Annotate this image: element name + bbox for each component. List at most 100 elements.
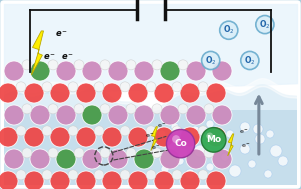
Circle shape xyxy=(202,51,220,70)
Text: Co: Co xyxy=(174,139,187,148)
Circle shape xyxy=(4,105,24,125)
Circle shape xyxy=(255,134,265,144)
Circle shape xyxy=(76,127,96,147)
Circle shape xyxy=(56,61,76,81)
Circle shape xyxy=(0,127,18,147)
Circle shape xyxy=(198,170,208,180)
Circle shape xyxy=(0,171,18,189)
Circle shape xyxy=(198,82,208,92)
Circle shape xyxy=(256,15,274,34)
Circle shape xyxy=(22,148,32,158)
Text: Mo: Mo xyxy=(206,135,221,144)
Circle shape xyxy=(146,126,156,136)
Circle shape xyxy=(180,83,200,103)
Circle shape xyxy=(134,105,154,125)
Circle shape xyxy=(30,105,50,125)
Circle shape xyxy=(50,127,70,147)
Circle shape xyxy=(102,127,122,147)
Circle shape xyxy=(48,60,58,70)
Circle shape xyxy=(126,104,136,114)
Circle shape xyxy=(128,83,148,103)
Text: e$^-$: e$^-$ xyxy=(239,128,249,136)
Text: O$_2$: O$_2$ xyxy=(244,54,256,67)
Circle shape xyxy=(108,149,128,169)
Circle shape xyxy=(30,149,50,169)
Circle shape xyxy=(240,122,250,132)
Circle shape xyxy=(108,105,128,125)
Circle shape xyxy=(94,126,104,136)
Circle shape xyxy=(16,170,26,180)
Circle shape xyxy=(150,149,160,159)
Circle shape xyxy=(186,149,206,169)
Circle shape xyxy=(94,170,104,180)
Circle shape xyxy=(178,104,188,114)
Text: e$^-$: e$^-$ xyxy=(61,52,75,61)
Circle shape xyxy=(206,163,214,171)
Text: e$^-$: e$^-$ xyxy=(145,132,155,139)
Polygon shape xyxy=(151,127,157,151)
Circle shape xyxy=(102,83,122,103)
Text: O$_2$: O$_2$ xyxy=(223,24,234,36)
Circle shape xyxy=(180,127,200,147)
Circle shape xyxy=(4,149,24,169)
Circle shape xyxy=(82,149,102,169)
Circle shape xyxy=(212,105,232,125)
Circle shape xyxy=(158,130,166,138)
Circle shape xyxy=(146,82,156,92)
Circle shape xyxy=(128,127,148,147)
Circle shape xyxy=(194,145,206,157)
Circle shape xyxy=(24,171,44,189)
Circle shape xyxy=(100,148,110,158)
Circle shape xyxy=(42,170,52,180)
Circle shape xyxy=(204,148,214,158)
Circle shape xyxy=(74,104,84,114)
Circle shape xyxy=(76,171,96,189)
Circle shape xyxy=(76,83,96,103)
Circle shape xyxy=(22,60,32,70)
Circle shape xyxy=(206,171,226,189)
Circle shape xyxy=(204,60,214,70)
Circle shape xyxy=(171,123,179,131)
Circle shape xyxy=(176,157,184,165)
Circle shape xyxy=(172,82,182,92)
Circle shape xyxy=(120,82,130,92)
Circle shape xyxy=(152,104,162,114)
Circle shape xyxy=(198,126,208,136)
Circle shape xyxy=(126,148,136,158)
Text: e$^-$: e$^-$ xyxy=(55,29,69,39)
Text: e$^-$: e$^-$ xyxy=(241,142,251,150)
Circle shape xyxy=(212,149,232,169)
Circle shape xyxy=(100,60,110,70)
Circle shape xyxy=(56,105,76,125)
Circle shape xyxy=(128,171,148,189)
Circle shape xyxy=(82,105,102,125)
Circle shape xyxy=(204,104,214,114)
Circle shape xyxy=(120,126,130,136)
Circle shape xyxy=(50,171,70,189)
Circle shape xyxy=(100,104,110,114)
Circle shape xyxy=(30,61,50,81)
Circle shape xyxy=(180,171,200,189)
Circle shape xyxy=(166,129,195,158)
Circle shape xyxy=(186,105,206,125)
Text: e$^-$: e$^-$ xyxy=(43,52,57,61)
Circle shape xyxy=(221,153,229,161)
Polygon shape xyxy=(4,110,297,185)
Circle shape xyxy=(22,104,32,114)
Circle shape xyxy=(161,165,169,173)
Circle shape xyxy=(154,127,174,147)
Circle shape xyxy=(185,169,195,179)
Circle shape xyxy=(190,126,200,136)
Circle shape xyxy=(16,126,26,136)
Circle shape xyxy=(278,156,288,166)
Circle shape xyxy=(154,171,174,189)
Circle shape xyxy=(226,130,234,138)
Circle shape xyxy=(240,144,250,154)
Circle shape xyxy=(206,132,213,139)
Circle shape xyxy=(152,148,162,158)
Circle shape xyxy=(74,60,84,70)
Circle shape xyxy=(248,160,256,168)
Circle shape xyxy=(270,145,282,157)
Text: O$_2$: O$_2$ xyxy=(259,18,271,31)
Circle shape xyxy=(120,170,130,180)
